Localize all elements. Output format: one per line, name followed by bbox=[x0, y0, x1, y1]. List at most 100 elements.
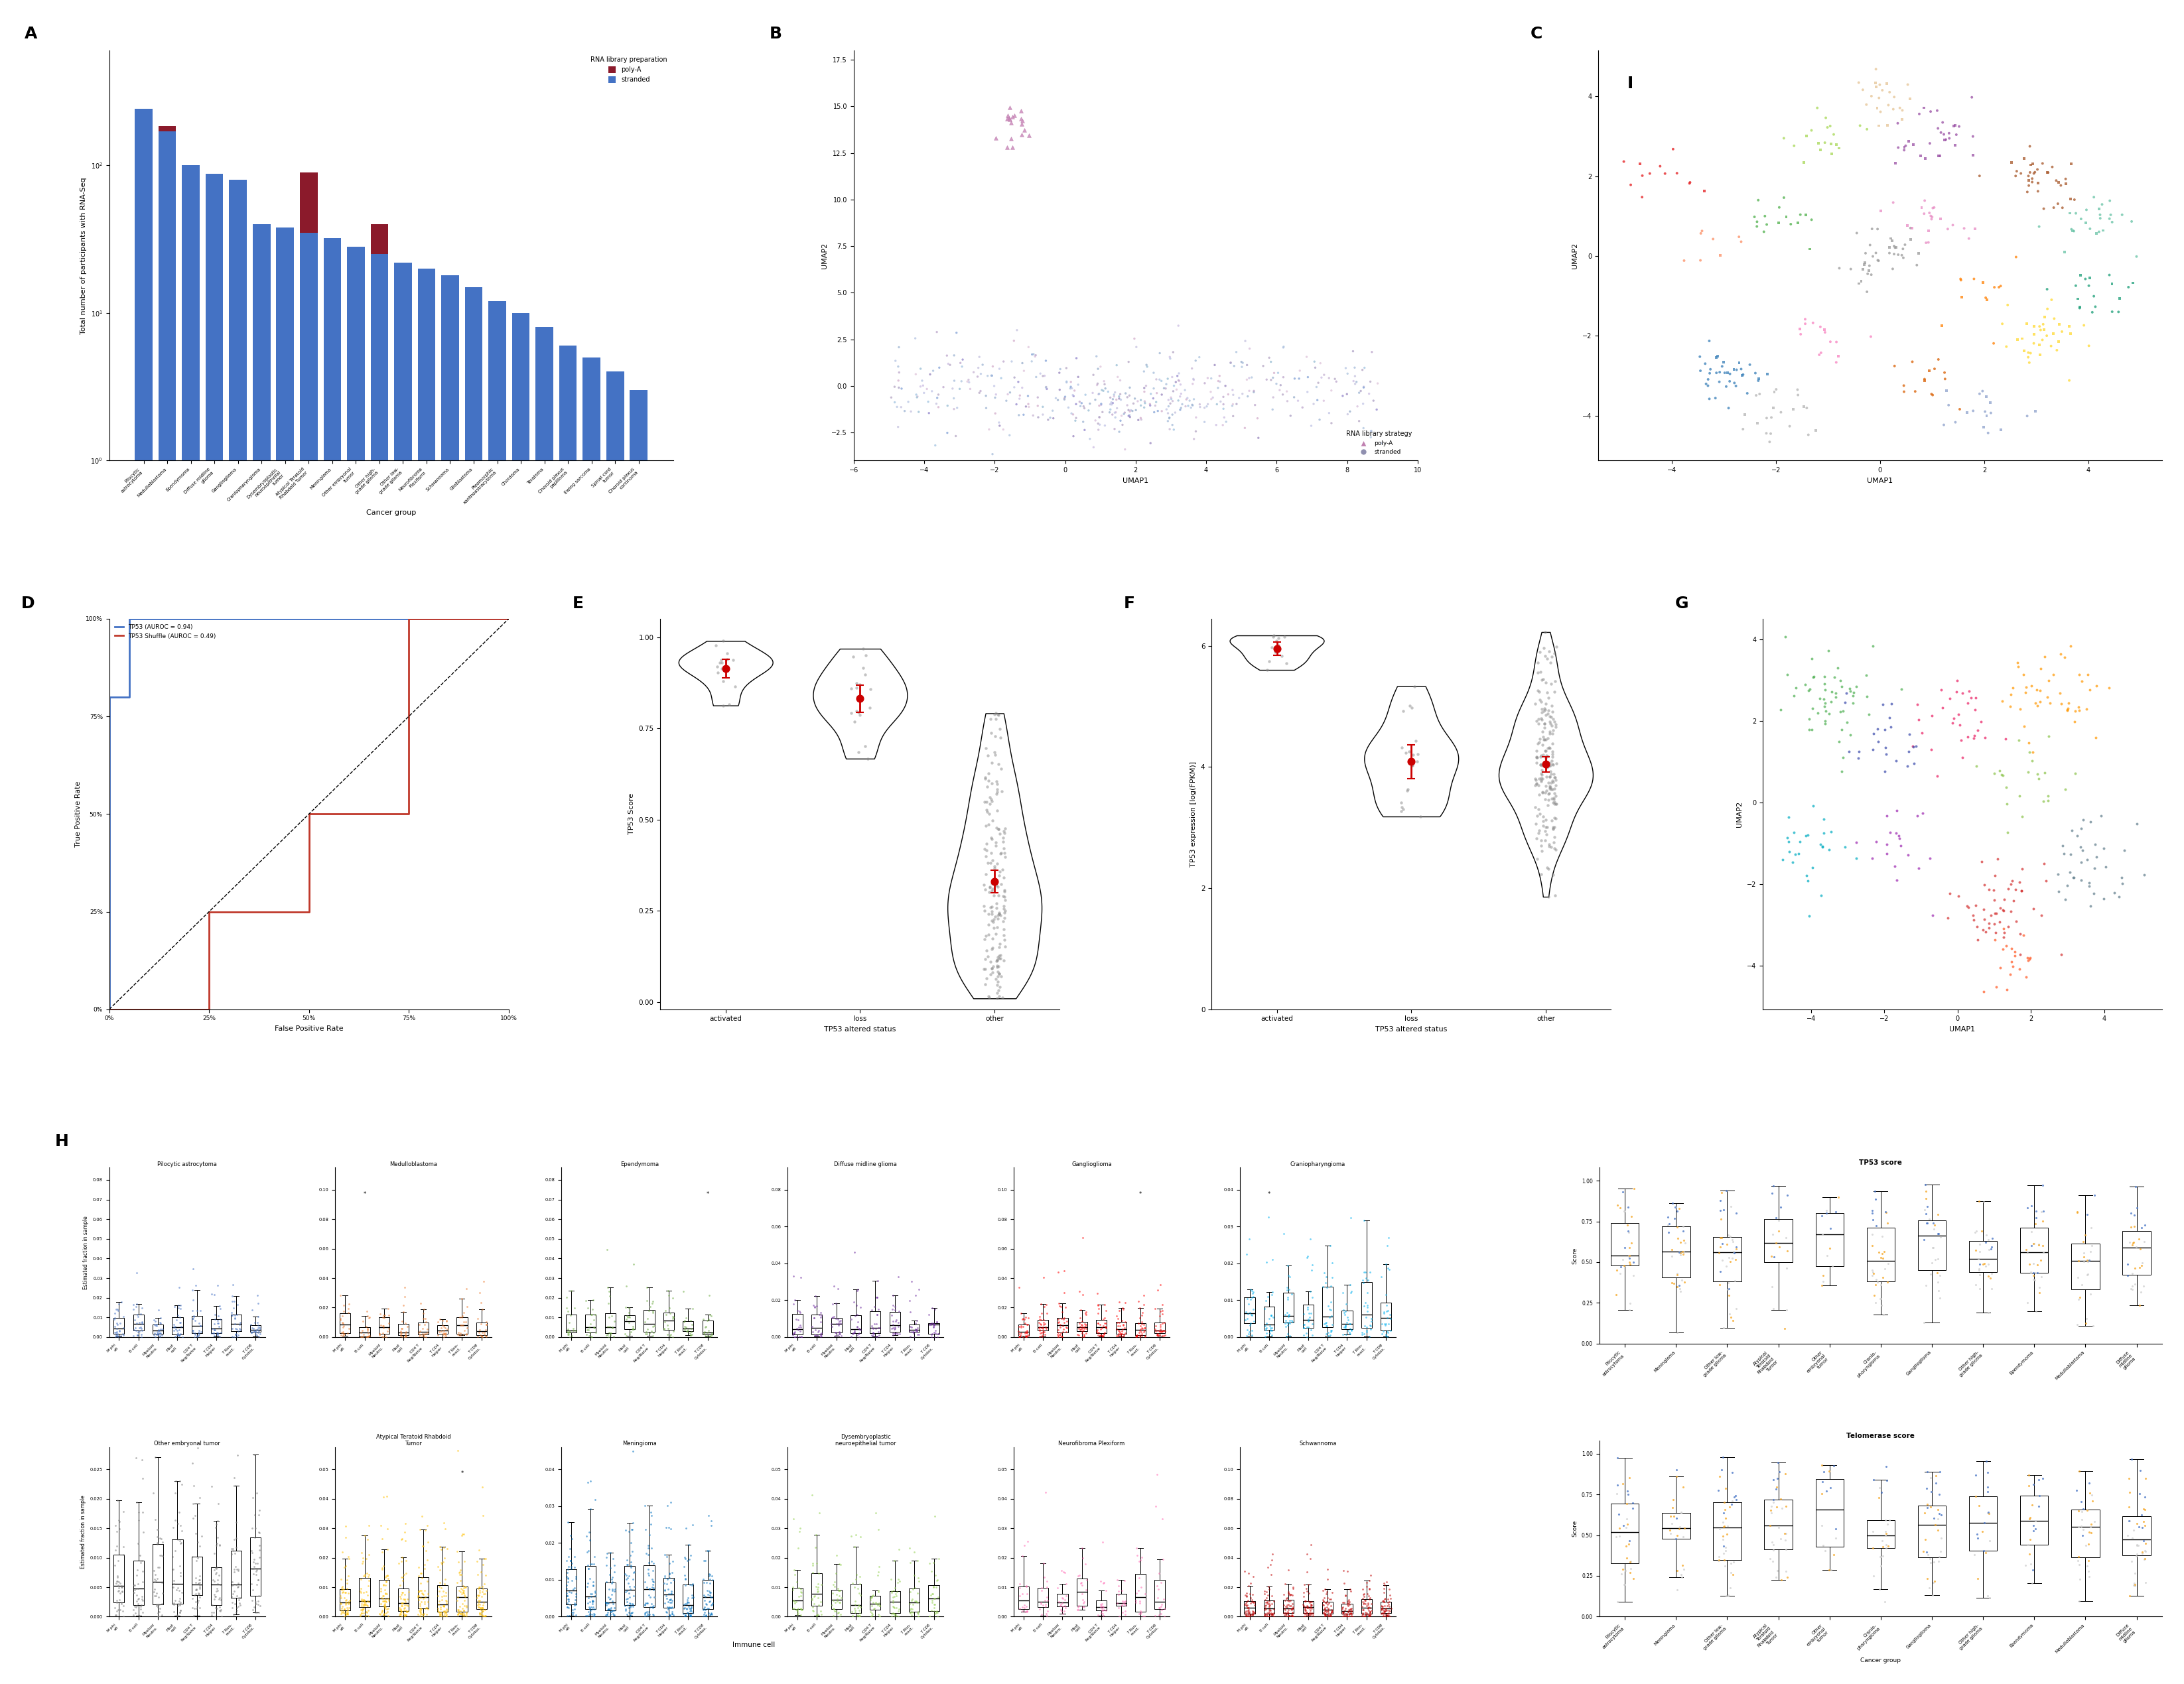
Point bbox=[874, 1315, 909, 1342]
Point bbox=[1203, 369, 1238, 396]
Point bbox=[1599, 1588, 1634, 1615]
Point bbox=[1064, 1308, 1099, 1335]
Point bbox=[970, 830, 1005, 857]
Point bbox=[1704, 1197, 1738, 1224]
Point bbox=[1123, 1600, 1158, 1627]
Point bbox=[1085, 1596, 1120, 1623]
Point bbox=[692, 1578, 727, 1605]
Point bbox=[1365, 1595, 1400, 1622]
Point bbox=[240, 1317, 275, 1344]
Point bbox=[1880, 109, 1915, 136]
Point bbox=[1808, 1199, 1843, 1226]
Point bbox=[371, 1315, 406, 1342]
Point bbox=[2070, 1558, 2105, 1585]
Point bbox=[1254, 1302, 1289, 1329]
Point bbox=[234, 1556, 269, 1583]
Point bbox=[177, 1256, 212, 1283]
Point bbox=[557, 1590, 592, 1617]
Point bbox=[1524, 759, 1559, 786]
Point bbox=[179, 1576, 214, 1603]
Point bbox=[917, 1319, 952, 1346]
Point bbox=[895, 1595, 930, 1622]
Point bbox=[1712, 1248, 1747, 1275]
Point bbox=[705, 692, 740, 719]
Point bbox=[1155, 416, 1190, 443]
Point bbox=[1313, 1303, 1348, 1330]
Low-grade glioma bbox=[1817, 663, 1852, 690]
Point bbox=[915, 1310, 950, 1337]
Point bbox=[614, 1591, 649, 1618]
Point bbox=[406, 1581, 441, 1608]
Point bbox=[782, 1601, 817, 1628]
Point bbox=[1854, 1261, 1889, 1288]
PathPatch shape bbox=[850, 1315, 860, 1334]
Point bbox=[428, 1598, 463, 1625]
Point bbox=[323, 1322, 358, 1349]
Point bbox=[1348, 1603, 1382, 1630]
Point bbox=[636, 1595, 670, 1622]
Point bbox=[1396, 751, 1431, 778]
Point bbox=[2127, 1495, 2162, 1522]
Point bbox=[1236, 1600, 1271, 1627]
Point bbox=[2073, 1214, 2108, 1241]
Point bbox=[120, 1322, 155, 1349]
Point bbox=[686, 1596, 721, 1623]
Point bbox=[1533, 721, 1568, 748]
Other bbox=[2070, 869, 2105, 896]
Point bbox=[1083, 1322, 1118, 1349]
Point bbox=[1352, 1598, 1387, 1625]
Other bbox=[2066, 807, 2101, 834]
Point bbox=[1201, 362, 1236, 389]
Point bbox=[900, 384, 935, 411]
Point bbox=[1854, 323, 1889, 350]
Point bbox=[1599, 1480, 1634, 1507]
Point bbox=[1328, 1590, 1363, 1617]
Point bbox=[1275, 1600, 1310, 1627]
Point bbox=[1841, 269, 1876, 296]
Point bbox=[592, 1282, 627, 1308]
Point bbox=[666, 1314, 701, 1340]
Point bbox=[142, 1308, 177, 1335]
Point bbox=[120, 1590, 155, 1617]
Mesenchymal non-meningothelial tumor bbox=[1854, 845, 1889, 872]
Point bbox=[839, 1566, 874, 1593]
Point bbox=[821, 1319, 856, 1346]
Point bbox=[592, 1322, 627, 1349]
Point bbox=[1651, 1219, 1686, 1246]
Point bbox=[1232, 1601, 1267, 1628]
Point bbox=[1149, 370, 1184, 397]
Point bbox=[2025, 150, 2060, 177]
Point bbox=[1147, 1322, 1182, 1349]
Point bbox=[1308, 1600, 1343, 1627]
Point bbox=[1269, 1585, 1304, 1612]
Point bbox=[858, 1324, 893, 1351]
Point bbox=[2049, 170, 2084, 197]
Point bbox=[144, 1590, 179, 1617]
Point bbox=[1275, 1307, 1310, 1334]
Point bbox=[705, 655, 740, 682]
High-grade glioma bbox=[1979, 919, 2014, 946]
Point bbox=[1330, 1590, 1365, 1617]
Point bbox=[365, 1303, 400, 1330]
Point bbox=[1278, 365, 1313, 392]
Point bbox=[1369, 1600, 1404, 1627]
Point bbox=[1026, 362, 1061, 389]
Point bbox=[181, 1566, 216, 1593]
Point bbox=[909, 376, 943, 402]
Point bbox=[609, 1546, 644, 1573]
Point bbox=[1662, 1229, 1697, 1256]
Point bbox=[426, 1324, 461, 1351]
Point bbox=[343, 1601, 378, 1628]
Point bbox=[596, 1307, 631, 1334]
Point bbox=[1048, 1583, 1083, 1610]
Point bbox=[1295, 1600, 1330, 1627]
Point bbox=[978, 381, 1013, 408]
Point bbox=[371, 1302, 406, 1329]
Point bbox=[428, 1588, 463, 1615]
Tumor of sellar region bbox=[2007, 712, 2042, 739]
Point bbox=[1522, 729, 1557, 756]
Point bbox=[1066, 392, 1101, 419]
Point bbox=[1005, 108, 1040, 135]
Point bbox=[216, 1537, 251, 1564]
Point bbox=[1275, 1595, 1310, 1622]
